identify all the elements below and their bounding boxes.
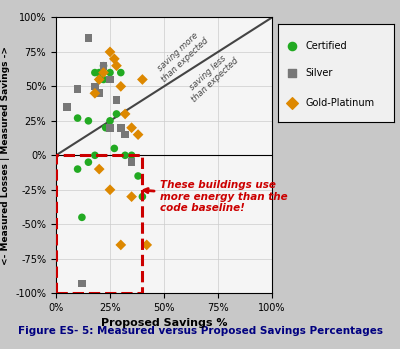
Point [85, 159, 92, 165]
Point [96, 166, 102, 172]
Text: Silver: Silver [306, 68, 333, 78]
Point [289, 100, 295, 105]
Point [96, 90, 102, 96]
Point [289, 70, 295, 76]
Point [122, 153, 128, 158]
Text: Figure ES- 5: Measured versus Proposed Savings Percentages: Figure ES- 5: Measured versus Proposed S… [18, 326, 382, 336]
Point [64, 104, 70, 110]
Point [85, 118, 92, 124]
Point [92, 70, 98, 75]
Point [96, 77, 102, 82]
Point [139, 194, 146, 200]
Point [128, 153, 135, 158]
Point [107, 70, 113, 75]
Bar [56, 155, 142, 293]
Text: saving more
than expected: saving more than expected [152, 28, 210, 84]
Point [107, 77, 113, 82]
Point [96, 77, 102, 82]
Point [74, 166, 81, 172]
Point [135, 132, 141, 138]
Point [102, 125, 109, 131]
Point [144, 242, 150, 248]
Text: Gold-Platinum: Gold-Platinum [306, 98, 375, 107]
Text: Certified: Certified [306, 41, 348, 51]
Point [92, 90, 98, 96]
Text: saving less
than expected: saving less than expected [183, 49, 240, 104]
Point [122, 132, 128, 138]
Point [289, 43, 295, 49]
Point [107, 125, 113, 131]
Point [111, 56, 118, 61]
Point [100, 77, 107, 82]
Point [118, 83, 124, 89]
Point [128, 125, 135, 131]
Point [74, 115, 81, 121]
Point [107, 118, 113, 124]
Point [128, 194, 135, 200]
Point [92, 153, 98, 158]
Point [111, 146, 118, 151]
Point [118, 70, 124, 75]
Point [128, 159, 135, 165]
Point [113, 97, 120, 103]
Point [122, 111, 128, 117]
Point [107, 187, 113, 193]
Point [79, 281, 85, 286]
Y-axis label: <- Measured Losses | Measured Savings ->: <- Measured Losses | Measured Savings -> [1, 46, 10, 265]
Point [100, 70, 107, 75]
Point [74, 86, 81, 92]
Point [113, 111, 120, 117]
Point [118, 125, 124, 131]
Point [79, 215, 85, 220]
Point [135, 173, 141, 179]
Point [85, 35, 92, 41]
Point [107, 49, 113, 55]
Point [139, 77, 146, 82]
Point [92, 83, 98, 89]
Point [118, 242, 124, 248]
Point [100, 63, 107, 68]
Point [100, 63, 107, 68]
Point [113, 63, 120, 68]
Text: These buildings use
more energy than the
code baseline!: These buildings use more energy than the… [144, 180, 287, 213]
Point [96, 70, 102, 75]
Point [118, 125, 124, 131]
X-axis label: Proposed Savings %: Proposed Savings % [101, 318, 227, 328]
